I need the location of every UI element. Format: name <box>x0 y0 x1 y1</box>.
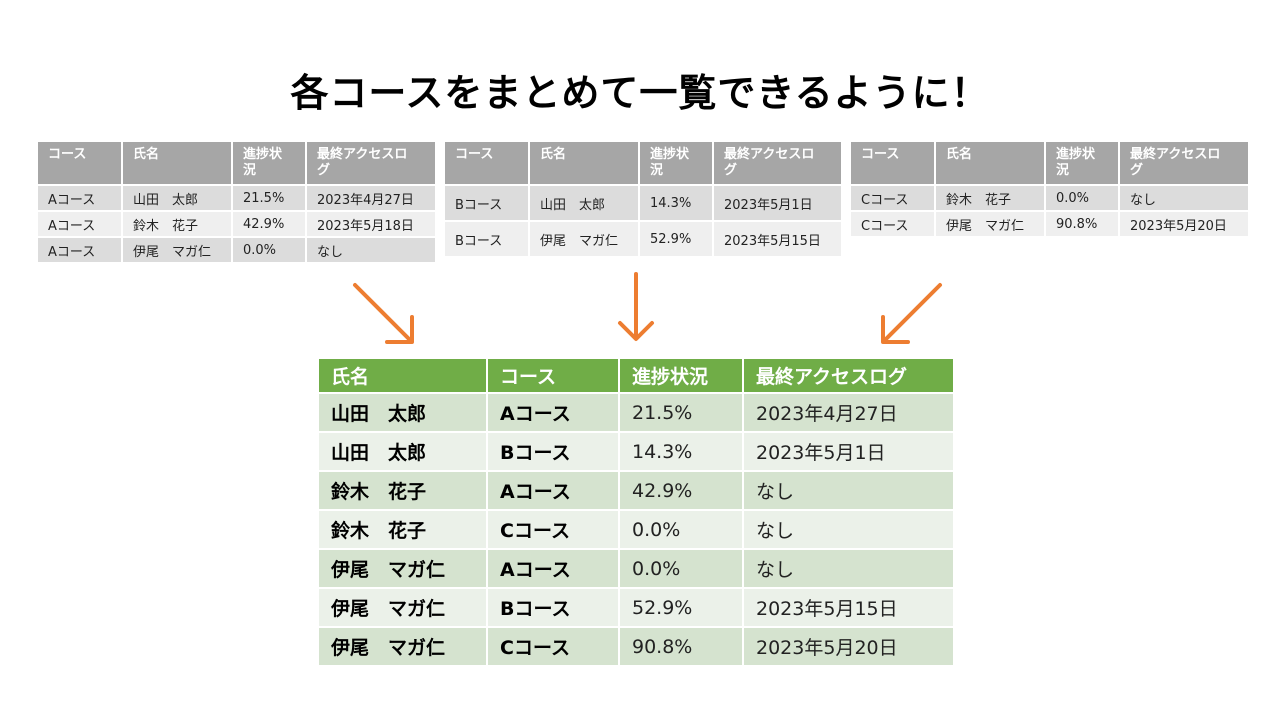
cell-last-access: 2023年4月27日 <box>743 392 953 432</box>
cell-last-access: なし <box>1119 184 1248 211</box>
column-header-progress: 進捗状 況 <box>1045 142 1120 185</box>
cell-last-access: 2023年5月1日 <box>743 431 953 471</box>
cell-course: Aコース <box>38 236 123 262</box>
cell-progress: 0.0% <box>619 509 744 549</box>
cell-last-access: 2023年5月18日 <box>306 210 435 237</box>
cell-course: Aコース <box>487 470 620 510</box>
course-c-table: コース 氏名 進捗状 況 最終アクセスロ グ Cコース 鈴木 花子 0.0% な… <box>851 142 1248 236</box>
cell-name: 伊尾 マガ仁 <box>319 548 488 588</box>
table-row: 山田 太郎 Aコース 21.5% 2023年4月27日 <box>319 392 953 432</box>
column-header-name: 氏名 <box>122 142 233 185</box>
table-row: Aコース 山田 太郎 21.5% 2023年4月27日 <box>38 184 435 211</box>
column-header-name: 氏名 <box>935 142 1046 185</box>
table-row: 伊尾 マガ仁 Bコース 52.9% 2023年5月15日 <box>319 587 953 627</box>
cell-progress: 21.5% <box>619 392 744 432</box>
table-row: 鈴木 花子 Cコース 0.0% なし <box>319 509 953 549</box>
table-row: Aコース 鈴木 花子 42.9% 2023年5月18日 <box>38 210 435 237</box>
slide-title: 各コースをまとめて一覧できるように！ <box>290 71 990 115</box>
cell-last-access: なし <box>743 548 953 588</box>
cell-progress: 52.9% <box>619 587 744 627</box>
cell-last-access: 2023年4月27日 <box>306 184 435 211</box>
cell-course: Aコース <box>487 392 620 432</box>
course-a-table: コース 氏名 進捗状 況 最終アクセスロ グ Aコース 山田 太郎 21.5% … <box>38 142 435 262</box>
cell-last-access: なし <box>743 509 953 549</box>
cell-course: Cコース <box>487 509 620 549</box>
cell-name: 鈴木 花子 <box>935 184 1046 211</box>
column-header-progress: 進捗状 況 <box>232 142 307 185</box>
column-header-last-access: 最終アクセスロ グ <box>306 142 435 185</box>
table-header-row: コース 氏名 進捗状 況 最終アクセスロ グ <box>38 142 435 185</box>
cell-last-access: なし <box>306 236 435 262</box>
cell-last-access: 2023年5月15日 <box>743 587 953 627</box>
course-b-table: コース 氏名 進捗状 況 最終アクセスロ グ Bコース 山田 太郎 14.3% … <box>445 142 841 256</box>
arrow-down-right-icon <box>353 283 414 344</box>
table-row: 伊尾 マガ仁 Aコース 0.0% なし <box>319 548 953 588</box>
cell-progress: 90.8% <box>1045 210 1120 236</box>
cell-name: 伊尾 マガ仁 <box>529 220 640 256</box>
column-header-last-access: 最終アクセスログ <box>743 359 953 393</box>
cell-progress: 21.5% <box>232 184 307 211</box>
cell-course: Cコース <box>851 210 936 236</box>
column-header-name: 氏名 <box>529 142 640 185</box>
cell-name: 伊尾 マガ仁 <box>319 587 488 627</box>
cell-course: Bコース <box>487 587 620 627</box>
column-header-course: コース <box>487 359 620 393</box>
cell-progress: 42.9% <box>232 210 307 237</box>
cell-name: 山田 太郎 <box>122 184 233 211</box>
cell-last-access: 2023年5月1日 <box>713 184 841 221</box>
cell-progress: 0.0% <box>232 236 307 262</box>
cell-last-access: 2023年5月20日 <box>743 626 953 665</box>
table-row: Cコース 鈴木 花子 0.0% なし <box>851 184 1248 211</box>
cell-name: 伊尾 マガ仁 <box>319 626 488 665</box>
table-header-row: コース 氏名 進捗状 況 最終アクセスロ グ <box>851 142 1248 185</box>
merged-table: 氏名 コース 進捗状況 最終アクセスログ 山田 太郎 Aコース 21.5% 20… <box>319 359 953 665</box>
column-header-progress: 進捗状況 <box>619 359 744 393</box>
cell-name: 山田 太郎 <box>319 431 488 471</box>
cell-name: 鈴木 花子 <box>122 210 233 237</box>
column-header-name: 氏名 <box>319 359 488 393</box>
arrow-down-left-icon <box>881 283 942 344</box>
cell-last-access: 2023年5月15日 <box>713 220 841 256</box>
cell-last-access: なし <box>743 470 953 510</box>
cell-course: Aコース <box>487 548 620 588</box>
cell-progress: 90.8% <box>619 626 744 665</box>
arrow-down-icon <box>618 272 654 341</box>
column-header-last-access: 最終アクセスロ グ <box>1119 142 1248 185</box>
cell-course: Aコース <box>38 210 123 237</box>
cell-last-access: 2023年5月20日 <box>1119 210 1248 236</box>
table-header-row: 氏名 コース 進捗状況 最終アクセスログ <box>319 359 953 393</box>
column-header-progress: 進捗状 況 <box>639 142 714 185</box>
cell-name: 山田 太郎 <box>319 392 488 432</box>
table-row: Bコース 伊尾 マガ仁 52.9% 2023年5月15日 <box>445 220 841 256</box>
column-header-course: コース <box>38 142 123 185</box>
cell-course: Cコース <box>487 626 620 665</box>
cell-course: Bコース <box>445 220 530 256</box>
column-header-last-access: 最終アクセスロ グ <box>713 142 841 185</box>
table-row: 鈴木 花子 Aコース 42.9% なし <box>319 470 953 510</box>
table-row: Aコース 伊尾 マガ仁 0.0% なし <box>38 236 435 262</box>
table-row: Bコース 山田 太郎 14.3% 2023年5月1日 <box>445 184 841 221</box>
table-row: 伊尾 マガ仁 Cコース 90.8% 2023年5月20日 <box>319 626 953 665</box>
cell-progress: 14.3% <box>639 184 714 221</box>
table-row: 山田 太郎 Bコース 14.3% 2023年5月1日 <box>319 431 953 471</box>
cell-course: Cコース <box>851 184 936 211</box>
cell-progress: 14.3% <box>619 431 744 471</box>
cell-progress: 0.0% <box>1045 184 1120 211</box>
cell-name: 山田 太郎 <box>529 184 640 221</box>
cell-progress: 52.9% <box>639 220 714 256</box>
column-header-course: コース <box>445 142 530 185</box>
cell-course: Bコース <box>487 431 620 471</box>
cell-name: 伊尾 マガ仁 <box>935 210 1046 236</box>
cell-name: 伊尾 マガ仁 <box>122 236 233 262</box>
cell-course: Bコース <box>445 184 530 221</box>
cell-course: Aコース <box>38 184 123 211</box>
cell-progress: 42.9% <box>619 470 744 510</box>
column-header-course: コース <box>851 142 936 185</box>
cell-name: 鈴木 花子 <box>319 509 488 549</box>
table-row: Cコース 伊尾 マガ仁 90.8% 2023年5月20日 <box>851 210 1248 236</box>
cell-name: 鈴木 花子 <box>319 470 488 510</box>
cell-progress: 0.0% <box>619 548 744 588</box>
table-header-row: コース 氏名 進捗状 況 最終アクセスロ グ <box>445 142 841 185</box>
